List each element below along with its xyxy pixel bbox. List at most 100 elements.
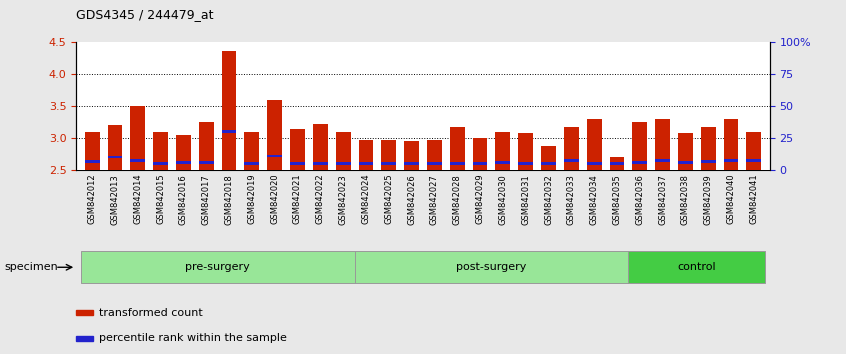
- Bar: [130, 106, 146, 170]
- Bar: [587, 119, 602, 170]
- Bar: [176, 135, 191, 170]
- Text: GSM842017: GSM842017: [201, 174, 211, 224]
- Bar: [267, 100, 282, 170]
- Bar: [107, 125, 123, 170]
- Bar: [632, 161, 647, 164]
- Text: specimen: specimen: [4, 262, 58, 272]
- Bar: [222, 51, 236, 170]
- Bar: [587, 162, 602, 165]
- Text: GSM842019: GSM842019: [247, 174, 256, 224]
- Bar: [107, 156, 123, 159]
- Text: GSM842021: GSM842021: [293, 174, 302, 224]
- Bar: [610, 157, 624, 170]
- Bar: [222, 130, 236, 133]
- Bar: [404, 141, 419, 170]
- Bar: [80, 251, 354, 283]
- Text: GSM842035: GSM842035: [613, 174, 622, 224]
- Bar: [404, 162, 419, 165]
- Bar: [313, 124, 327, 170]
- Text: GSM842025: GSM842025: [384, 174, 393, 224]
- Bar: [519, 133, 533, 170]
- Bar: [359, 162, 373, 165]
- Bar: [244, 162, 259, 165]
- Text: GSM842039: GSM842039: [704, 174, 712, 224]
- Text: GSM842033: GSM842033: [567, 174, 576, 225]
- Bar: [290, 129, 305, 170]
- Text: GSM842032: GSM842032: [544, 174, 553, 224]
- Text: GSM842024: GSM842024: [361, 174, 371, 224]
- Bar: [610, 162, 624, 165]
- Text: GSM842016: GSM842016: [179, 174, 188, 224]
- Text: post-surgery: post-surgery: [456, 262, 527, 272]
- Text: GSM842014: GSM842014: [134, 174, 142, 224]
- Bar: [450, 127, 464, 170]
- Bar: [359, 140, 373, 170]
- Text: GSM842041: GSM842041: [750, 174, 758, 224]
- Text: transformed count: transformed count: [99, 308, 203, 318]
- Bar: [723, 159, 739, 162]
- Text: pre-surgery: pre-surgery: [185, 262, 250, 272]
- Bar: [76, 336, 93, 341]
- Bar: [632, 122, 647, 170]
- Text: GSM842015: GSM842015: [156, 174, 165, 224]
- Bar: [678, 133, 693, 170]
- Bar: [473, 138, 487, 170]
- Bar: [153, 132, 168, 170]
- Bar: [700, 160, 716, 163]
- Bar: [746, 159, 761, 162]
- Bar: [541, 146, 556, 170]
- Text: GSM842022: GSM842022: [316, 174, 325, 224]
- Bar: [336, 132, 350, 170]
- Bar: [473, 162, 487, 165]
- Bar: [176, 161, 191, 164]
- Text: GSM842038: GSM842038: [681, 174, 690, 225]
- Bar: [130, 159, 146, 162]
- Bar: [267, 155, 282, 157]
- Text: GSM842030: GSM842030: [498, 174, 508, 224]
- Bar: [564, 127, 579, 170]
- Text: control: control: [678, 262, 717, 272]
- Bar: [336, 162, 350, 165]
- Bar: [519, 162, 533, 165]
- Bar: [76, 310, 93, 315]
- Text: GSM842029: GSM842029: [475, 174, 485, 224]
- Text: GSM842037: GSM842037: [658, 174, 667, 225]
- Bar: [746, 132, 761, 170]
- Bar: [313, 162, 327, 165]
- Bar: [382, 162, 396, 165]
- Text: GSM842026: GSM842026: [407, 174, 416, 224]
- Text: GSM842028: GSM842028: [453, 174, 462, 224]
- Bar: [85, 160, 100, 163]
- Bar: [629, 251, 766, 283]
- Bar: [153, 162, 168, 165]
- Text: GSM842012: GSM842012: [88, 174, 96, 224]
- Bar: [678, 161, 693, 164]
- Bar: [655, 159, 670, 162]
- Text: GSM842034: GSM842034: [590, 174, 599, 224]
- Text: GSM842020: GSM842020: [270, 174, 279, 224]
- Bar: [723, 119, 739, 170]
- Text: GSM842036: GSM842036: [635, 174, 645, 225]
- Bar: [85, 132, 100, 170]
- Text: GSM842013: GSM842013: [111, 174, 119, 224]
- Bar: [382, 140, 396, 170]
- Bar: [655, 119, 670, 170]
- Text: percentile rank within the sample: percentile rank within the sample: [99, 333, 288, 343]
- Bar: [427, 162, 442, 165]
- Bar: [700, 127, 716, 170]
- Text: GSM842040: GSM842040: [727, 174, 735, 224]
- Bar: [541, 162, 556, 165]
- Text: GSM842027: GSM842027: [430, 174, 439, 224]
- Bar: [427, 140, 442, 170]
- Text: GSM842018: GSM842018: [224, 174, 233, 224]
- Text: GSM842023: GSM842023: [338, 174, 348, 224]
- Bar: [244, 132, 259, 170]
- Bar: [450, 162, 464, 165]
- Text: GDS4345 / 244479_at: GDS4345 / 244479_at: [76, 8, 214, 21]
- Bar: [290, 162, 305, 165]
- Bar: [496, 132, 510, 170]
- Bar: [496, 161, 510, 164]
- Text: GSM842031: GSM842031: [521, 174, 530, 224]
- Bar: [199, 161, 214, 164]
- Bar: [199, 122, 214, 170]
